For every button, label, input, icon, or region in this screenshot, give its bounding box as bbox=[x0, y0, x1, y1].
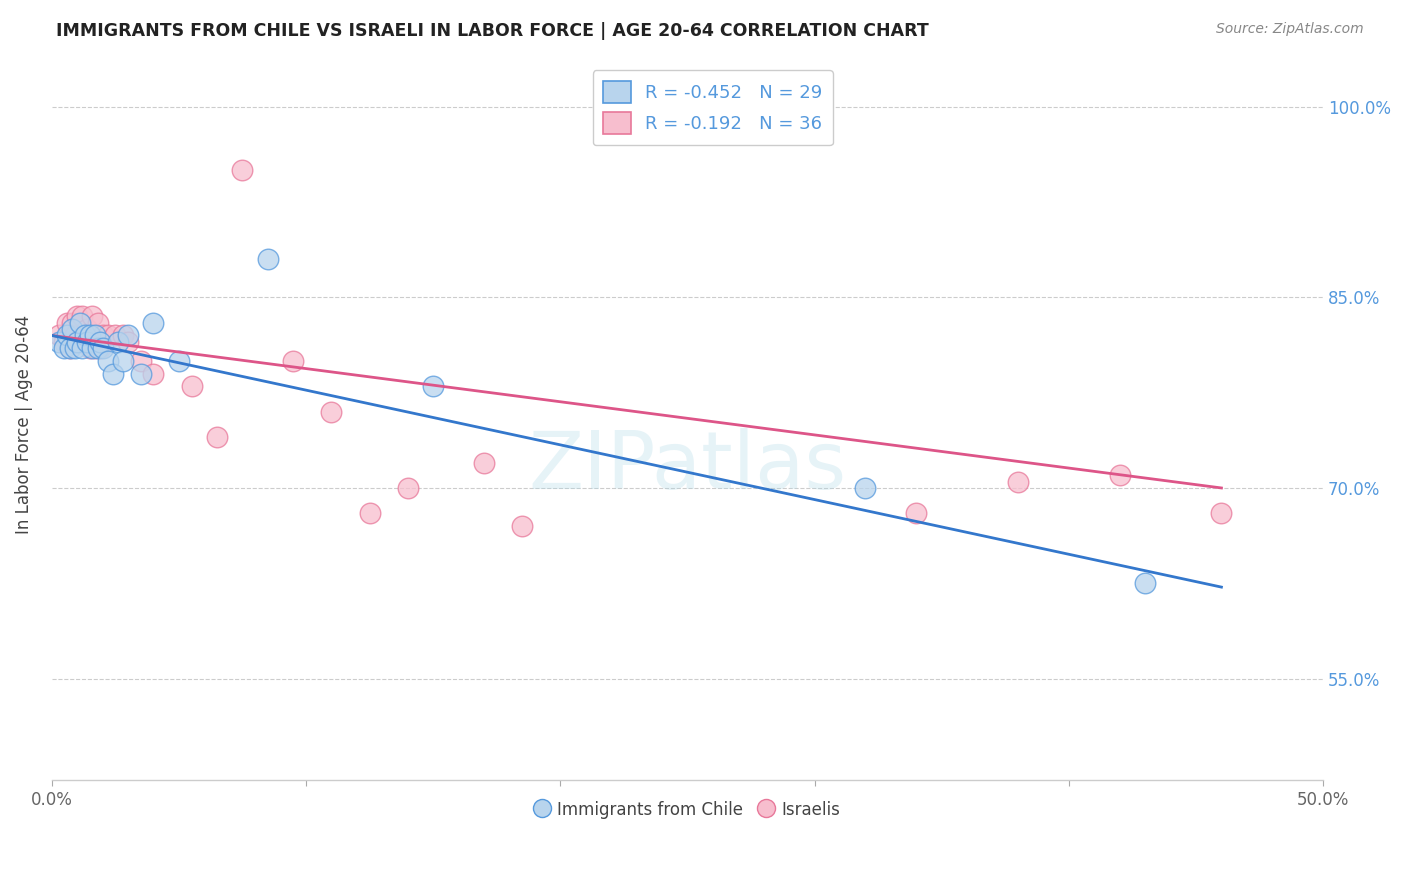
Point bbox=[84, 341, 107, 355]
Point bbox=[91, 328, 114, 343]
Point bbox=[82, 341, 104, 355]
Point bbox=[86, 341, 108, 355]
Point bbox=[72, 310, 94, 324]
Point bbox=[1108, 468, 1130, 483]
Point bbox=[72, 341, 94, 355]
Point bbox=[60, 322, 83, 336]
Text: IMMIGRANTS FROM CHILE VS ISRAELI IN LABOR FORCE | AGE 20-64 CORRELATION CHART: IMMIGRANTS FROM CHILE VS ISRAELI IN LABO… bbox=[56, 22, 929, 40]
Point bbox=[1007, 475, 1029, 489]
Y-axis label: In Labor Force | Age 20-64: In Labor Force | Age 20-64 bbox=[15, 315, 32, 534]
Point bbox=[104, 328, 127, 343]
Point bbox=[1133, 576, 1156, 591]
Point bbox=[905, 507, 928, 521]
Point bbox=[129, 354, 152, 368]
Point bbox=[167, 354, 190, 368]
Point bbox=[321, 405, 343, 419]
Point bbox=[73, 328, 96, 343]
Point bbox=[422, 379, 444, 393]
Point bbox=[66, 334, 89, 349]
Point bbox=[84, 328, 107, 343]
Point bbox=[53, 334, 76, 349]
Point bbox=[58, 341, 80, 355]
Point bbox=[58, 341, 80, 355]
Point bbox=[142, 367, 165, 381]
Point bbox=[510, 519, 533, 533]
Point bbox=[101, 367, 124, 381]
Point bbox=[79, 341, 101, 355]
Point bbox=[1211, 507, 1233, 521]
Point bbox=[86, 316, 108, 330]
Point bbox=[180, 379, 202, 393]
Point bbox=[63, 341, 86, 355]
Point bbox=[129, 367, 152, 381]
Legend: Immigrants from Chile, Israelis: Immigrants from Chile, Israelis bbox=[529, 794, 846, 825]
Point bbox=[472, 456, 495, 470]
Point bbox=[855, 481, 877, 495]
Point bbox=[97, 328, 120, 343]
Point bbox=[231, 163, 253, 178]
Point bbox=[69, 334, 91, 349]
Point bbox=[76, 322, 98, 336]
Point bbox=[66, 310, 89, 324]
Point bbox=[60, 316, 83, 330]
Point bbox=[76, 334, 98, 349]
Point bbox=[359, 507, 381, 521]
Point bbox=[89, 334, 111, 349]
Point bbox=[396, 481, 419, 495]
Point bbox=[117, 328, 139, 343]
Text: Source: ZipAtlas.com: Source: ZipAtlas.com bbox=[1216, 22, 1364, 37]
Point bbox=[79, 328, 101, 343]
Point bbox=[56, 316, 79, 330]
Point bbox=[111, 328, 134, 343]
Point bbox=[48, 334, 70, 349]
Point bbox=[82, 310, 104, 324]
Point bbox=[63, 328, 86, 343]
Point bbox=[111, 354, 134, 368]
Point bbox=[73, 328, 96, 343]
Point bbox=[205, 430, 228, 444]
Point bbox=[89, 341, 111, 355]
Point bbox=[53, 341, 76, 355]
Point bbox=[48, 328, 70, 343]
Point bbox=[97, 354, 120, 368]
Point bbox=[117, 334, 139, 349]
Point bbox=[257, 252, 280, 267]
Point bbox=[142, 316, 165, 330]
Point bbox=[56, 328, 79, 343]
Point bbox=[69, 316, 91, 330]
Point bbox=[283, 354, 305, 368]
Text: ZIPatlas: ZIPatlas bbox=[529, 428, 846, 506]
Point bbox=[107, 334, 129, 349]
Point bbox=[91, 341, 114, 355]
